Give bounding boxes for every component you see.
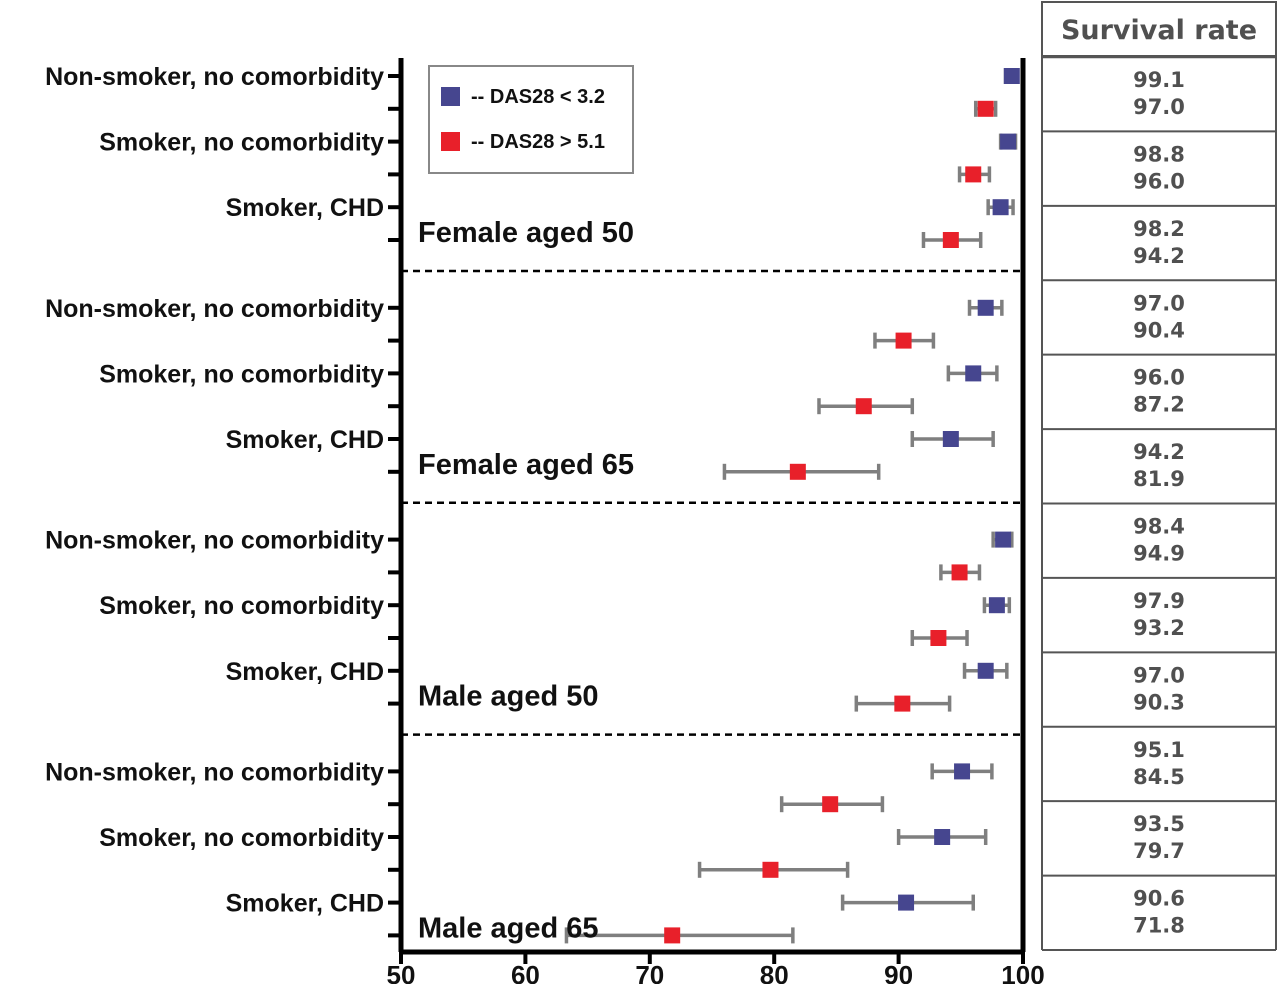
survival-value-low: 95.1 xyxy=(1133,738,1185,762)
survival-value-high: 79.7 xyxy=(1133,839,1185,863)
survival-rate-table: Survival rate 99.1 97.0 98.8 96.0 98.2 94.2 97.… xyxy=(1041,1,1277,951)
survival-value-high: 87.2 xyxy=(1133,393,1185,417)
survival-value-high: 96.0 xyxy=(1133,169,1185,193)
point-das28-high xyxy=(664,927,681,944)
survival-value-low: 90.6 xyxy=(1133,887,1185,911)
x-axis-ticks: 50 60 70 80 90 100 xyxy=(387,952,1045,984)
table-header-cell xyxy=(1041,1,1277,57)
survival-value-high: 94.9 xyxy=(1133,542,1185,566)
table-cell: 96.0 87.2 xyxy=(1133,366,1185,417)
point-das28-low xyxy=(977,299,994,316)
point-das28-high xyxy=(855,398,872,415)
group-2: Non-smoker, no comorbidity Smoker, no com… xyxy=(45,527,1014,713)
group-label: Male aged 50 xyxy=(418,681,599,713)
row-label: Smoker, CHD xyxy=(226,658,384,686)
row-label: Smoker, CHD xyxy=(226,194,384,222)
point-das28-low xyxy=(1003,68,1020,84)
plot-marks: Non-smoker, no comorbidity Smoker, no com… xyxy=(45,63,1045,984)
survival-value-low: 97.0 xyxy=(1133,291,1185,315)
survival-value-high: 97.0 xyxy=(1133,95,1185,119)
legend-swatch xyxy=(441,87,460,106)
group-3: Non-smoker, no comorbidity Smoker, no com… xyxy=(45,758,994,944)
survival-value-low: 94.2 xyxy=(1133,440,1185,464)
point-das28-low xyxy=(992,199,1009,216)
point-das28-low xyxy=(954,763,971,780)
point-das28-high xyxy=(942,232,959,248)
point-das28-low xyxy=(977,662,994,679)
survival-value-high: 84.5 xyxy=(1133,765,1185,789)
table-cell: 99.1 97.0 xyxy=(1133,68,1185,119)
point-das28-low xyxy=(898,894,915,911)
survival-value-high: 93.2 xyxy=(1133,616,1185,640)
table-cell: 93.5 79.7 xyxy=(1133,812,1185,863)
point-das28-high xyxy=(762,861,779,878)
row-label: Smoker, CHD xyxy=(226,890,384,918)
row-label: Smoker, no comorbidity xyxy=(99,824,384,852)
survival-value-low: 97.9 xyxy=(1133,589,1185,613)
row-label: Non-smoker, no comorbidity xyxy=(45,295,384,323)
point-das28-low xyxy=(988,597,1005,614)
x-tick-label: 50 xyxy=(387,960,416,984)
x-tick-label: 90 xyxy=(884,960,913,984)
survival-value-low: 98.2 xyxy=(1133,217,1185,241)
group-label: Female aged 50 xyxy=(418,217,634,249)
point-das28-high xyxy=(822,796,839,813)
survival-value-low: 97.0 xyxy=(1133,663,1185,687)
point-das28-high xyxy=(930,630,947,646)
x-tick-label: 80 xyxy=(760,960,789,984)
legend-swatch xyxy=(441,132,460,151)
table-cell: 97.9 93.2 xyxy=(1133,589,1185,640)
survival-value-low: 96.0 xyxy=(1133,366,1185,390)
row-label: Non-smoker, no comorbidity xyxy=(45,527,384,555)
row-label: Smoker, CHD xyxy=(226,426,384,454)
table-cell: 98.4 94.9 xyxy=(1133,515,1185,566)
x-tick-label: 60 xyxy=(511,960,540,984)
table-cell: 98.8 96.0 xyxy=(1133,142,1185,193)
point-das28-low xyxy=(934,829,951,845)
group-label: Male aged 65 xyxy=(418,912,599,944)
row-label: Smoker, no comorbidity xyxy=(99,360,384,388)
point-das28-high xyxy=(895,332,912,349)
survival-value-low: 93.5 xyxy=(1133,812,1185,836)
x-tick-label: 70 xyxy=(635,960,664,984)
point-das28-low xyxy=(1000,133,1017,150)
survival-value-low: 98.4 xyxy=(1133,515,1185,539)
point-das28-low xyxy=(995,531,1012,548)
y-axis-ticks xyxy=(388,74,401,938)
table-cell: 98.2 94.2 xyxy=(1133,217,1185,268)
point-das28-high xyxy=(894,695,911,712)
survival-value-high: 81.9 xyxy=(1133,467,1185,491)
point-das28-high xyxy=(951,564,968,581)
table-header: Survival rate xyxy=(1061,15,1257,46)
point-das28-low xyxy=(965,365,982,382)
table-cell: 95.1 84.5 xyxy=(1133,738,1185,789)
survival-value-high: 71.8 xyxy=(1133,914,1185,938)
point-das28-high xyxy=(965,166,982,183)
group-0: Non-smoker, no comorbidity Smoker, no com… xyxy=(45,63,1020,249)
group-label: Female aged 65 xyxy=(418,449,634,481)
table-cell: 90.6 71.8 xyxy=(1133,887,1185,938)
survival-value-high: 90.4 xyxy=(1133,318,1185,342)
survival-value-high: 94.2 xyxy=(1133,244,1185,268)
survival-value-low: 98.8 xyxy=(1133,142,1185,166)
row-label: Smoker, no comorbidity xyxy=(99,592,384,620)
row-label: Smoker, no comorbidity xyxy=(99,129,384,157)
table-cell: 94.2 81.9 xyxy=(1133,440,1185,491)
legend-label: -- DAS28 < 3.2 xyxy=(471,86,605,108)
table-cell: 97.0 90.4 xyxy=(1133,291,1185,342)
survival-value-high: 90.3 xyxy=(1133,690,1185,714)
legend-box xyxy=(428,65,634,174)
survival-value-low: 99.1 xyxy=(1133,68,1185,92)
point-das28-high xyxy=(977,100,994,117)
point-das28-high xyxy=(789,463,806,480)
x-tick-label: 100 xyxy=(1001,960,1044,984)
row-label: Non-smoker, no comorbidity xyxy=(45,758,384,786)
point-das28-low xyxy=(942,431,959,447)
legend-label: -- DAS28 > 5.1 xyxy=(471,131,605,153)
legend: -- DAS28 < 3.2 -- DAS28 > 5.1 xyxy=(428,65,634,174)
group-1: Non-smoker, no comorbidity Smoker, no com… xyxy=(45,295,1004,481)
table-cell: 97.0 90.3 xyxy=(1133,663,1185,714)
row-label: Non-smoker, no comorbidity xyxy=(45,63,384,91)
